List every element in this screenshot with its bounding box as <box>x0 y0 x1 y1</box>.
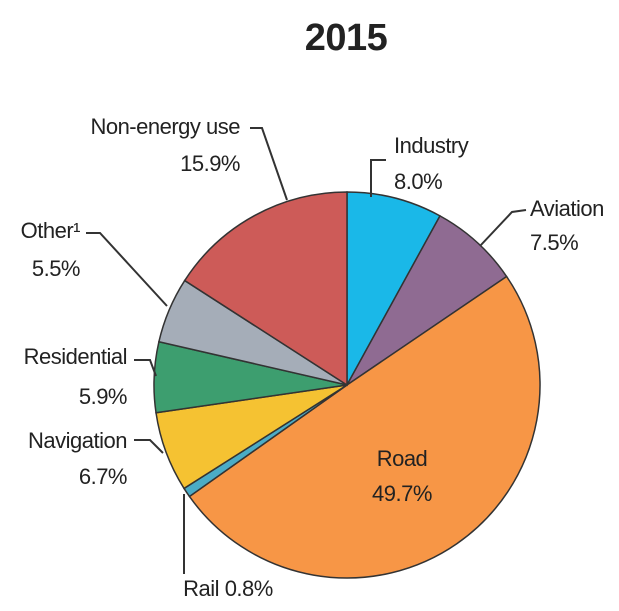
pie-slice <box>183 191 348 387</box>
leader-lines <box>86 127 527 574</box>
category-label: Non-energy use <box>90 114 240 139</box>
pie-slice <box>346 191 441 386</box>
value-label: 0.8% <box>225 576 273 601</box>
value-label: 15.9% <box>180 151 240 176</box>
leader-line <box>250 127 288 201</box>
category-label: Industry <box>394 133 469 158</box>
leader-line <box>86 232 168 307</box>
value-label: 8.0% <box>394 169 442 194</box>
value-label: 7.5% <box>530 230 578 255</box>
chart-title: 2015 <box>305 17 388 59</box>
pie <box>153 191 541 579</box>
pie-slice <box>188 275 541 579</box>
slice-label: Rail 0.8% <box>183 576 273 601</box>
leader-line <box>134 439 164 454</box>
value-label: 5.9% <box>79 384 127 409</box>
category-label: Residential <box>24 344 127 369</box>
category-label: Navigation <box>28 428 127 453</box>
category-label: Aviation <box>530 196 604 221</box>
value-label: 49.7% <box>372 481 432 506</box>
value-label: 5.5% <box>32 256 80 281</box>
leader-line <box>134 359 157 377</box>
value-label: 6.7% <box>79 464 127 489</box>
category-label: Other¹ <box>21 218 81 243</box>
leader-line <box>370 159 386 197</box>
category-label: Rail <box>183 576 219 601</box>
leader-line <box>479 209 527 247</box>
category-label: Road <box>377 446 428 471</box>
